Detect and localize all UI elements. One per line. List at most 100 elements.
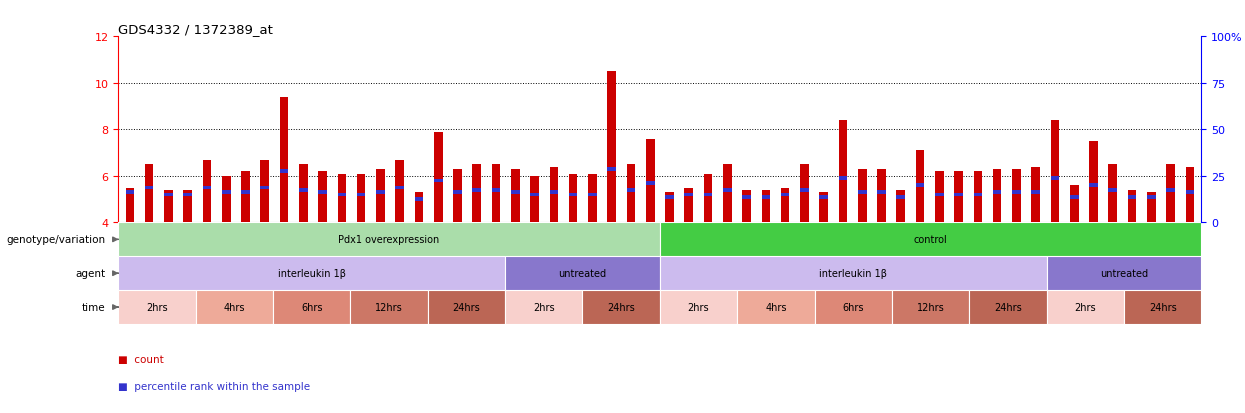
Text: untreated: untreated	[1101, 268, 1148, 278]
Bar	[549, 191, 558, 195]
Text: 2hrs: 2hrs	[146, 302, 168, 312]
Bar	[916, 184, 924, 188]
Text: interleukin 1β: interleukin 1β	[278, 268, 346, 278]
Bar	[781, 188, 789, 223]
Bar	[858, 191, 867, 195]
Bar	[222, 176, 230, 223]
Bar	[646, 182, 655, 185]
Bar	[588, 174, 596, 223]
Bar	[819, 196, 828, 199]
Bar	[954, 172, 962, 223]
Bar	[1147, 196, 1155, 199]
Bar	[660, 290, 737, 324]
Bar	[839, 121, 848, 223]
Text: ■  percentile rank within the sample: ■ percentile rank within the sample	[118, 381, 310, 391]
Bar	[549, 167, 558, 223]
Bar	[415, 198, 423, 202]
Bar	[742, 196, 751, 199]
Bar	[737, 290, 814, 324]
Bar	[337, 193, 346, 197]
Bar	[1051, 121, 1059, 223]
Bar	[646, 139, 655, 223]
Bar	[126, 188, 134, 223]
Bar	[1185, 167, 1194, 223]
Bar	[453, 191, 462, 195]
Text: untreated: untreated	[559, 268, 606, 278]
Bar	[608, 72, 616, 223]
Bar	[1031, 167, 1040, 223]
Bar	[530, 193, 539, 197]
Bar	[357, 174, 366, 223]
Bar	[878, 169, 886, 223]
Text: 2hrs: 2hrs	[1074, 302, 1096, 312]
Bar	[183, 190, 192, 223]
Bar	[118, 223, 660, 256]
Bar	[492, 165, 500, 223]
Bar	[118, 256, 505, 290]
Bar	[396, 186, 403, 190]
Bar	[280, 170, 289, 173]
Bar	[685, 193, 693, 197]
Bar	[260, 186, 269, 190]
Bar	[891, 290, 970, 324]
Bar	[203, 160, 212, 223]
Bar	[974, 172, 982, 223]
Text: interleukin 1β: interleukin 1β	[819, 268, 888, 278]
Bar	[935, 172, 944, 223]
Bar	[1012, 191, 1021, 195]
Bar	[660, 256, 1047, 290]
Bar	[626, 165, 635, 223]
Bar	[222, 191, 230, 195]
Text: GDS4332 / 1372389_at: GDS4332 / 1372389_at	[118, 23, 273, 36]
Bar	[505, 256, 660, 290]
Text: 24hrs: 24hrs	[994, 302, 1022, 312]
Bar	[183, 193, 192, 197]
Text: 4hrs: 4hrs	[224, 302, 245, 312]
Text: control: control	[914, 235, 947, 245]
Bar	[510, 191, 519, 195]
Bar	[703, 174, 712, 223]
Text: 24hrs: 24hrs	[1149, 302, 1177, 312]
Bar	[453, 169, 462, 223]
Bar	[319, 191, 327, 195]
Bar	[242, 172, 250, 223]
Bar	[954, 193, 962, 197]
Text: Pdx1 overexpression: Pdx1 overexpression	[339, 235, 439, 245]
Bar	[878, 191, 886, 195]
Bar	[660, 223, 1201, 256]
Bar	[433, 179, 442, 183]
Text: 6hrs: 6hrs	[301, 302, 322, 312]
Bar	[665, 196, 674, 199]
Bar	[583, 290, 660, 324]
Bar	[974, 193, 982, 197]
Bar	[723, 165, 732, 223]
Bar	[569, 174, 578, 223]
Bar	[164, 193, 173, 197]
Bar	[896, 190, 905, 223]
Bar	[472, 165, 481, 223]
Text: 24hrs: 24hrs	[452, 302, 481, 312]
Bar	[1051, 177, 1059, 180]
Bar	[144, 186, 153, 190]
Bar	[723, 189, 732, 192]
Bar	[505, 290, 583, 324]
Bar	[742, 190, 751, 223]
Text: 24hrs: 24hrs	[608, 302, 635, 312]
Bar	[1047, 256, 1201, 290]
Bar	[1167, 165, 1175, 223]
Bar	[195, 290, 273, 324]
Text: 2hrs: 2hrs	[533, 302, 554, 312]
Bar	[762, 190, 771, 223]
Bar	[935, 193, 944, 197]
Bar	[1108, 165, 1117, 223]
Bar	[428, 290, 505, 324]
Bar	[510, 169, 519, 223]
Bar	[1047, 290, 1124, 324]
Bar	[126, 191, 134, 195]
Bar	[839, 177, 848, 180]
Bar	[992, 169, 1001, 223]
Bar	[118, 290, 195, 324]
Text: time: time	[82, 302, 106, 312]
Bar	[762, 196, 771, 199]
Bar	[992, 191, 1001, 195]
